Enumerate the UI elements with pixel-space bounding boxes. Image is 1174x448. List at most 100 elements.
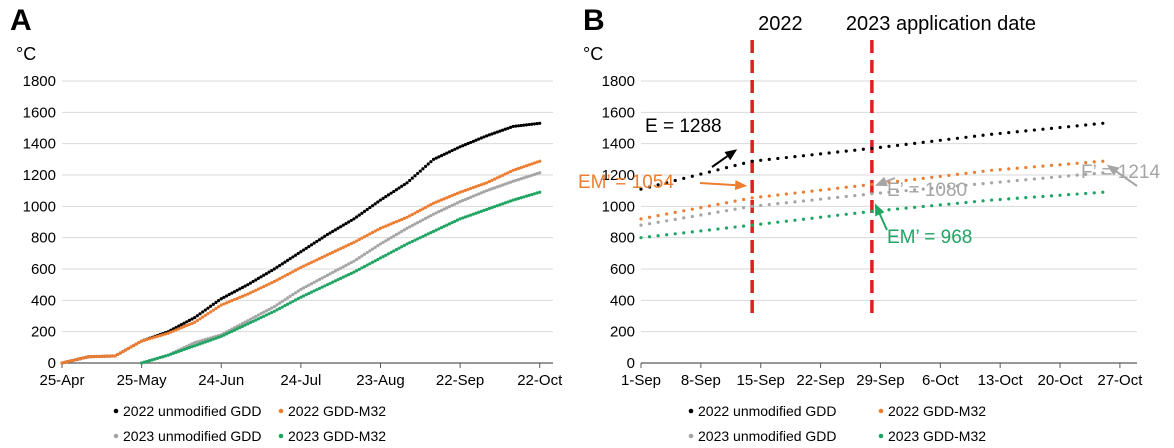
data-point xyxy=(827,196,831,200)
annotation-label: EM’ = 1054 xyxy=(578,172,674,193)
data-point xyxy=(733,199,737,203)
data-point xyxy=(471,194,475,198)
data-point xyxy=(947,137,951,141)
data-point xyxy=(1032,177,1036,181)
data-point xyxy=(368,205,372,210)
data-point xyxy=(998,131,1002,136)
data-point xyxy=(861,193,865,197)
data-point xyxy=(429,203,433,207)
y-tick-label: 1000 xyxy=(602,198,635,215)
data-point xyxy=(479,191,483,195)
data-point xyxy=(665,181,669,185)
data-point xyxy=(479,209,483,213)
data-point xyxy=(724,226,729,230)
data-point xyxy=(1075,161,1079,165)
data-point xyxy=(437,155,441,159)
data-point xyxy=(275,265,279,269)
data-point xyxy=(810,216,814,220)
data-point xyxy=(400,217,404,222)
x-tick-label: 29-Sep xyxy=(856,372,904,389)
data-point xyxy=(665,212,669,216)
data-point xyxy=(776,202,780,206)
data-point xyxy=(522,165,526,169)
data-point xyxy=(445,223,449,227)
data-point xyxy=(256,317,260,321)
data-point xyxy=(333,269,337,273)
y-tick-label: 1200 xyxy=(602,167,635,184)
data-point xyxy=(522,176,526,180)
data-point xyxy=(1024,178,1028,182)
data-point xyxy=(810,189,814,193)
annotation-label: E = 1288 xyxy=(645,116,722,137)
data-point xyxy=(1007,167,1011,171)
data-point xyxy=(235,288,239,292)
data-point xyxy=(216,299,221,303)
data-point xyxy=(185,323,189,328)
data-point xyxy=(272,279,276,284)
data-point xyxy=(402,182,406,187)
data-point xyxy=(134,342,138,346)
data-point xyxy=(333,228,337,232)
data-point xyxy=(495,130,499,134)
data-point xyxy=(656,220,660,224)
data-point xyxy=(1058,175,1062,179)
data-point xyxy=(304,246,308,250)
data-point xyxy=(248,291,253,295)
data-point xyxy=(673,210,677,215)
data-point xyxy=(836,195,840,199)
data-point xyxy=(938,138,942,142)
data-point xyxy=(394,220,399,224)
annotation-arrow-shaft xyxy=(885,177,896,183)
data-point xyxy=(921,176,925,180)
data-point xyxy=(373,259,377,263)
data-point xyxy=(328,272,332,276)
data-point xyxy=(421,234,425,239)
data-point xyxy=(238,323,242,327)
data-point xyxy=(198,317,202,321)
data-point xyxy=(240,321,245,326)
data-point xyxy=(466,141,470,146)
data-point xyxy=(818,152,823,156)
data-point xyxy=(92,354,96,359)
data-point xyxy=(222,302,226,306)
data-point xyxy=(836,186,840,190)
series-1 xyxy=(60,159,542,365)
data-point xyxy=(331,280,335,284)
data-point xyxy=(535,172,539,176)
y-tick-label: 1400 xyxy=(23,136,56,153)
data-point xyxy=(190,321,194,325)
data-point xyxy=(323,254,327,258)
data-point xyxy=(224,294,229,298)
data-point xyxy=(463,143,468,147)
data-point xyxy=(193,320,197,324)
series-0 xyxy=(60,121,542,365)
data-point xyxy=(386,252,391,256)
data-point xyxy=(506,126,510,130)
panel-b: B °C 0 200 400 600 800 1000 1200 1400 1600 1800 1-Se… xyxy=(578,4,1160,444)
data-point xyxy=(304,293,308,297)
data-point xyxy=(1101,121,1105,125)
data-point xyxy=(690,174,694,178)
data-point xyxy=(479,183,483,187)
data-point xyxy=(538,171,542,175)
data-point xyxy=(682,176,686,180)
data-point xyxy=(887,190,891,194)
y-tick-label: 0 xyxy=(627,355,635,372)
data-point xyxy=(201,315,205,319)
data-point xyxy=(166,353,170,357)
data-point xyxy=(699,172,703,176)
data-point xyxy=(742,206,746,210)
data-point xyxy=(384,239,388,243)
data-point xyxy=(887,144,891,148)
data-point xyxy=(336,278,340,282)
data-point xyxy=(413,222,417,226)
data-point xyxy=(1101,190,1105,194)
data-point xyxy=(947,173,951,177)
data-point xyxy=(370,230,375,235)
data-point xyxy=(349,218,353,223)
data-point xyxy=(315,288,319,292)
data-point xyxy=(224,301,229,305)
data-point xyxy=(187,318,191,322)
data-point xyxy=(283,260,287,264)
data-point xyxy=(232,297,237,302)
